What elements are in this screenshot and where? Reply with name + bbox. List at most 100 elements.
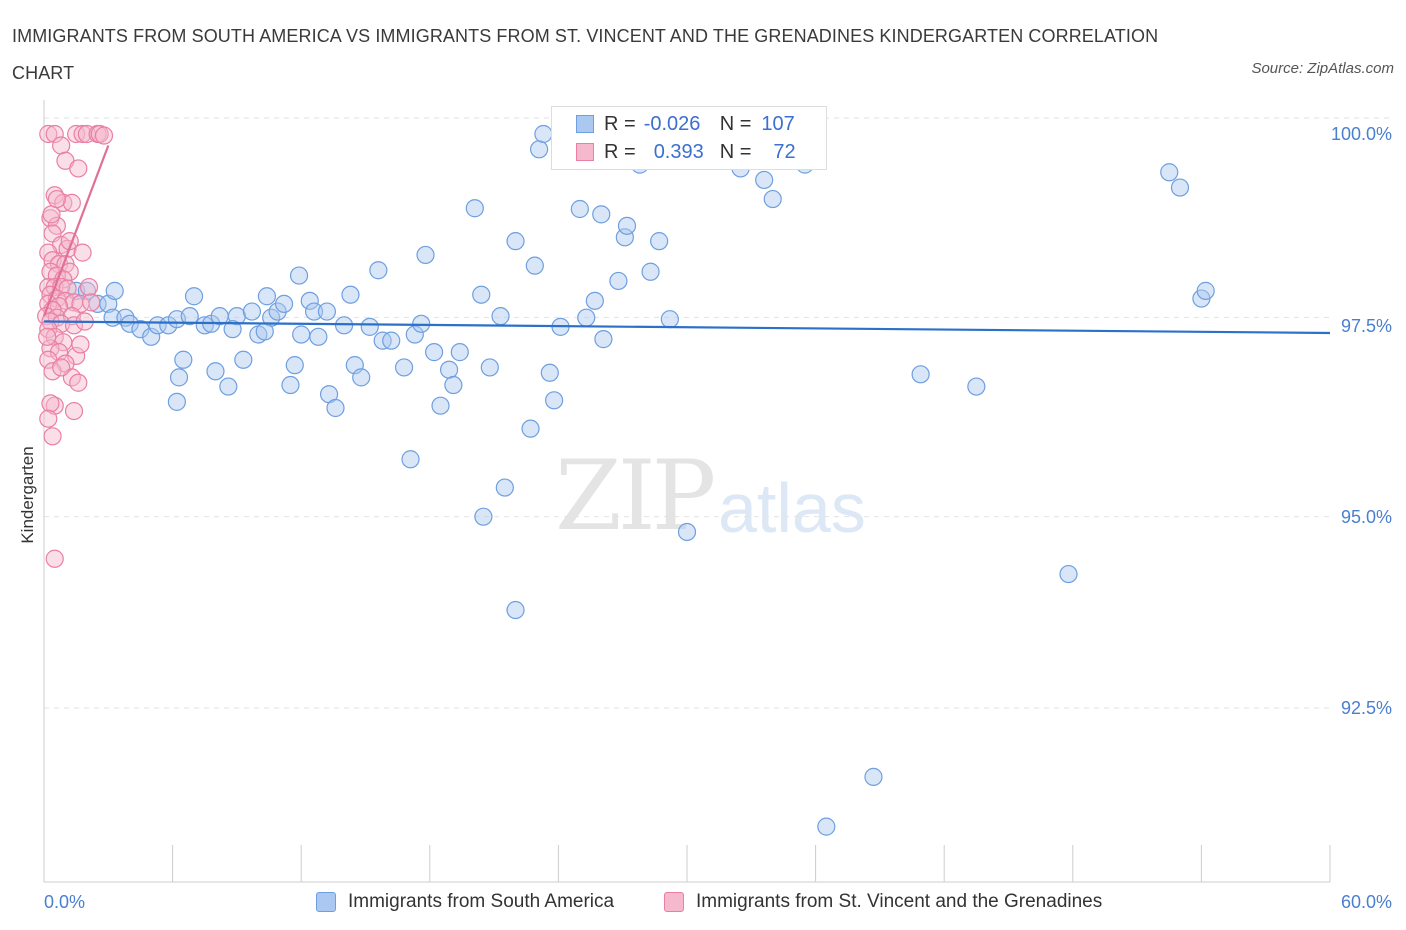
point-south-america (292, 325, 311, 344)
point-south-america (142, 327, 161, 346)
point-south-america (394, 358, 414, 377)
y-axis-label: Kindergarten (18, 446, 37, 543)
point-south-america (525, 256, 544, 275)
point-south-america (234, 350, 253, 369)
point-south-america (577, 308, 596, 327)
point-south-america (242, 302, 262, 321)
point-south-america (570, 199, 589, 219)
point-south-america (817, 817, 836, 836)
point-st-vincent (39, 124, 58, 144)
point-south-america (416, 245, 435, 265)
point-south-america (1196, 281, 1215, 300)
point-st-vincent (71, 335, 90, 354)
point-south-america (148, 316, 167, 335)
stats-row-south-america: R = -0.026 N = 107 (576, 111, 795, 137)
point-south-america (401, 450, 420, 469)
point-st-vincent (41, 394, 60, 413)
point-south-america (1170, 178, 1190, 197)
point-south-america (439, 360, 459, 379)
point-st-vincent (69, 373, 88, 392)
watermark-zip: ZIP (555, 440, 716, 552)
point-south-america (495, 478, 514, 497)
point-south-america (369, 261, 388, 280)
point-st-vincent (62, 193, 81, 212)
point-st-vincent (79, 277, 99, 297)
point-south-america (650, 232, 669, 251)
point-south-america (609, 271, 628, 291)
point-st-vincent (43, 427, 62, 446)
y-tick-label: 92.5% (1341, 698, 1392, 718)
trend-line-st-vincent (42, 145, 110, 317)
point-south-america (755, 170, 774, 190)
point-st-vincent (69, 159, 88, 178)
chart-title: IMMIGRANTS FROM SOUTH AMERICA VS IMMIGRA… (12, 26, 1159, 83)
point-south-america (615, 228, 634, 247)
point-south-america (530, 140, 549, 159)
point-st-vincent (82, 293, 101, 312)
point-south-america (474, 507, 493, 526)
series-legend: Immigrants from South America Immigrants… (0, 888, 1406, 916)
point-south-america (911, 365, 930, 384)
point-south-america (174, 350, 193, 369)
legend-label: Immigrants from South America (348, 891, 615, 912)
point-south-america (424, 343, 444, 362)
swatch-blue (576, 115, 594, 133)
point-south-america (219, 377, 238, 396)
point-south-america (309, 327, 328, 346)
point-st-vincent (41, 339, 60, 358)
point-south-america (506, 232, 525, 251)
point-st-vincent (38, 327, 57, 346)
x-tick-label: 60.0% (1341, 892, 1392, 912)
legend-item-st-vincent[interactable]: Immigrants from St. Vincent and the Gren… (664, 888, 1102, 916)
point-south-america (223, 320, 242, 339)
point-south-america (195, 316, 214, 335)
n-label: N = (719, 140, 752, 163)
point-south-america (382, 331, 401, 350)
stats-legend: R = -0.026 N = 107 R = 0.393 N = 72 (551, 106, 827, 170)
point-south-america (677, 522, 697, 542)
legend-swatch-pink (664, 892, 684, 912)
point-south-america (1059, 564, 1078, 584)
y-tick-label: 97.5% (1341, 316, 1392, 336)
r-label: R = (604, 140, 636, 163)
point-south-america (206, 362, 225, 381)
point-south-america (289, 266, 309, 285)
y-tick-label: 95.0% (1341, 507, 1392, 527)
point-south-america (184, 287, 204, 306)
r-value: -0.026 (643, 112, 701, 135)
point-south-america (545, 391, 564, 410)
n-value: 72 (773, 140, 796, 163)
point-south-america (540, 363, 559, 382)
point-st-vincent (67, 124, 86, 144)
point-south-america (167, 392, 186, 411)
r-value: 0.393 (653, 140, 704, 163)
point-south-america (585, 291, 604, 310)
point-south-america (304, 302, 324, 321)
point-south-america (341, 285, 360, 304)
swatch-pink (576, 143, 594, 161)
point-south-america (450, 343, 469, 362)
point-south-america (317, 302, 337, 321)
point-st-vincent (42, 205, 61, 224)
point-south-america (480, 358, 499, 377)
point-south-america (617, 216, 637, 235)
series-st-vincent (37, 124, 114, 568)
axis-labels: 100.0% 97.5% 95.0% 92.5% 0.0% 60.0% Kindergart… (18, 124, 1392, 912)
point-south-america (660, 310, 679, 329)
point-south-america (120, 314, 139, 333)
point-st-vincent (45, 124, 64, 144)
legend-item-south-america[interactable]: Immigrants from South America (316, 888, 614, 916)
point-south-america (967, 377, 986, 396)
point-south-america (472, 285, 491, 304)
point-st-vincent (94, 126, 114, 145)
grid-lines (44, 117, 1392, 709)
point-south-america (1160, 163, 1179, 182)
n-value: 107 (761, 112, 795, 135)
point-south-america (281, 375, 300, 395)
point-south-america (255, 322, 274, 341)
point-south-america (594, 330, 613, 349)
point-st-vincent (45, 549, 64, 568)
watermark-atlas: atlas (718, 469, 866, 547)
legend-swatch-blue (316, 892, 336, 912)
point-st-vincent (64, 401, 84, 421)
